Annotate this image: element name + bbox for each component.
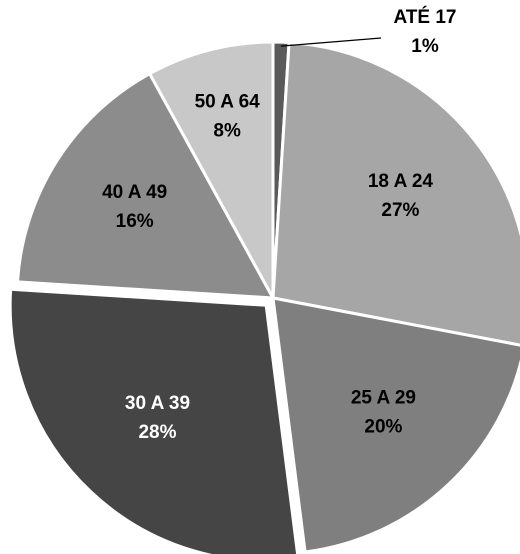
slice-percent-label: 1%	[411, 36, 439, 57]
pie-slice-50-a-64	[148, 40, 275, 300]
slice-percent-label: 28%	[138, 422, 176, 443]
pie-slice-30-a-39	[8, 287, 300, 554]
pie-slice-18-a-24	[271, 41, 520, 347]
pie-slice-40-a-49	[16, 72, 275, 300]
slice-percent-label: 20%	[364, 417, 402, 438]
slice-percent-label: 8%	[213, 120, 241, 141]
slice-category-label: ATÉ 17	[393, 6, 456, 28]
slice-percent-label: 27%	[381, 200, 419, 221]
pie-labels: ATÉ 17 1% 18 A 24 27% 25 A 29 20% 30 A 39 28% 40…	[102, 6, 456, 443]
leader-line	[280, 37, 382, 47]
slice-category-label: 40 A 49	[102, 182, 167, 203]
slice-category-label: 18 A 24	[368, 171, 434, 192]
slice-percent-label: 16%	[116, 211, 154, 232]
slice-category-label: 50 A 64	[195, 91, 261, 112]
pie-slice-25-a-29	[271, 296, 520, 554]
slice-category-label: 25 A 29	[351, 388, 416, 409]
pie-slices	[8, 40, 520, 554]
slice-category-label: 30 A 39	[125, 393, 190, 414]
